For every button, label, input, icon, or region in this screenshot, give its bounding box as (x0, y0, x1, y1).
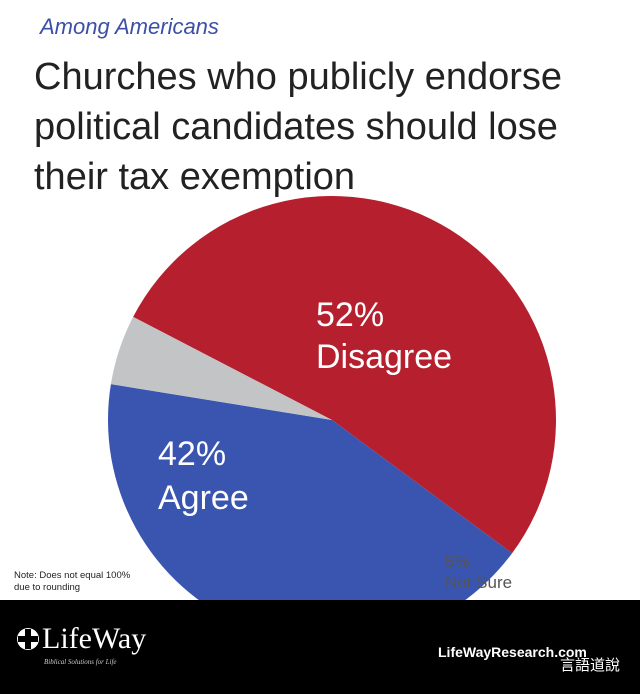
logo-icon (17, 628, 39, 650)
brand: LifeWay (42, 622, 146, 655)
value-label: 5% (445, 552, 470, 571)
pie-slice (133, 196, 556, 554)
pie (107, 196, 556, 644)
category-label: Not Sure (445, 573, 512, 592)
tagline: Biblical Solutions for Life (44, 658, 117, 666)
category-label: Disagree (316, 338, 452, 376)
pie-slice (110, 316, 332, 420)
note: Note: Does not equal 100% due to roundin… (14, 570, 131, 593)
subtitle: Among Americans (40, 14, 219, 39)
category-label: Agree (158, 479, 249, 517)
chart-title: Churches who publicly endorse political … (34, 56, 563, 198)
value-label: 42% (158, 435, 226, 473)
footer-bar (0, 600, 640, 694)
pie-slice (107, 384, 513, 644)
website: LifeWayResearch.com (438, 644, 587, 660)
watermark: 言語道說 (560, 657, 620, 674)
value-label: 52% (316, 296, 384, 334)
